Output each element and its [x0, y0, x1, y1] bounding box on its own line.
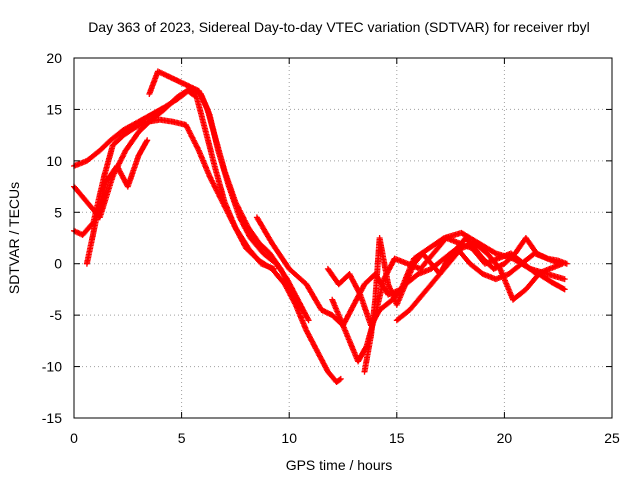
y-tick-label: -10 — [42, 359, 62, 375]
y-tick-label: 5 — [54, 204, 62, 220]
y-tick-label: 10 — [46, 153, 62, 169]
y-tick-label: 20 — [46, 50, 62, 66]
series-markers — [71, 85, 312, 324]
y-tick-label: -5 — [50, 307, 63, 323]
x-tick-label: 15 — [389, 430, 405, 446]
plot-frame — [73, 57, 613, 419]
grid-lines — [74, 58, 612, 418]
x-tick-label: 10 — [281, 430, 297, 446]
series-arc-e — [83, 137, 151, 267]
series-markers — [71, 87, 344, 385]
series-markers — [329, 235, 566, 365]
series-markers — [83, 137, 151, 267]
data-series — [71, 68, 570, 385]
y-tick-label: -15 — [42, 410, 62, 426]
y-axis-title: SDTVAR / TECUs — [6, 182, 22, 294]
chart-title: Day 363 of 2023, Sidereal Day-to-day VTE… — [88, 19, 590, 35]
series-arc-j — [329, 235, 566, 365]
axis-ticks: 0 5 10 15 20 25 -15 -10 -5 0 5 10 15 20 — [42, 50, 620, 446]
series-arc-c — [146, 68, 306, 313]
x-tick-label: 25 — [604, 430, 620, 446]
x-tick-label: 5 — [178, 430, 186, 446]
y-tick-label: 0 — [54, 256, 62, 272]
x-tick-label: 20 — [497, 430, 513, 446]
series-arc-a — [71, 87, 344, 385]
x-tick-label: 0 — [70, 430, 78, 446]
y-tick-label: 15 — [46, 101, 62, 117]
series-markers — [146, 68, 306, 313]
x-axis-title: GPS time / hours — [286, 457, 393, 473]
series-arc-b — [71, 85, 312, 324]
